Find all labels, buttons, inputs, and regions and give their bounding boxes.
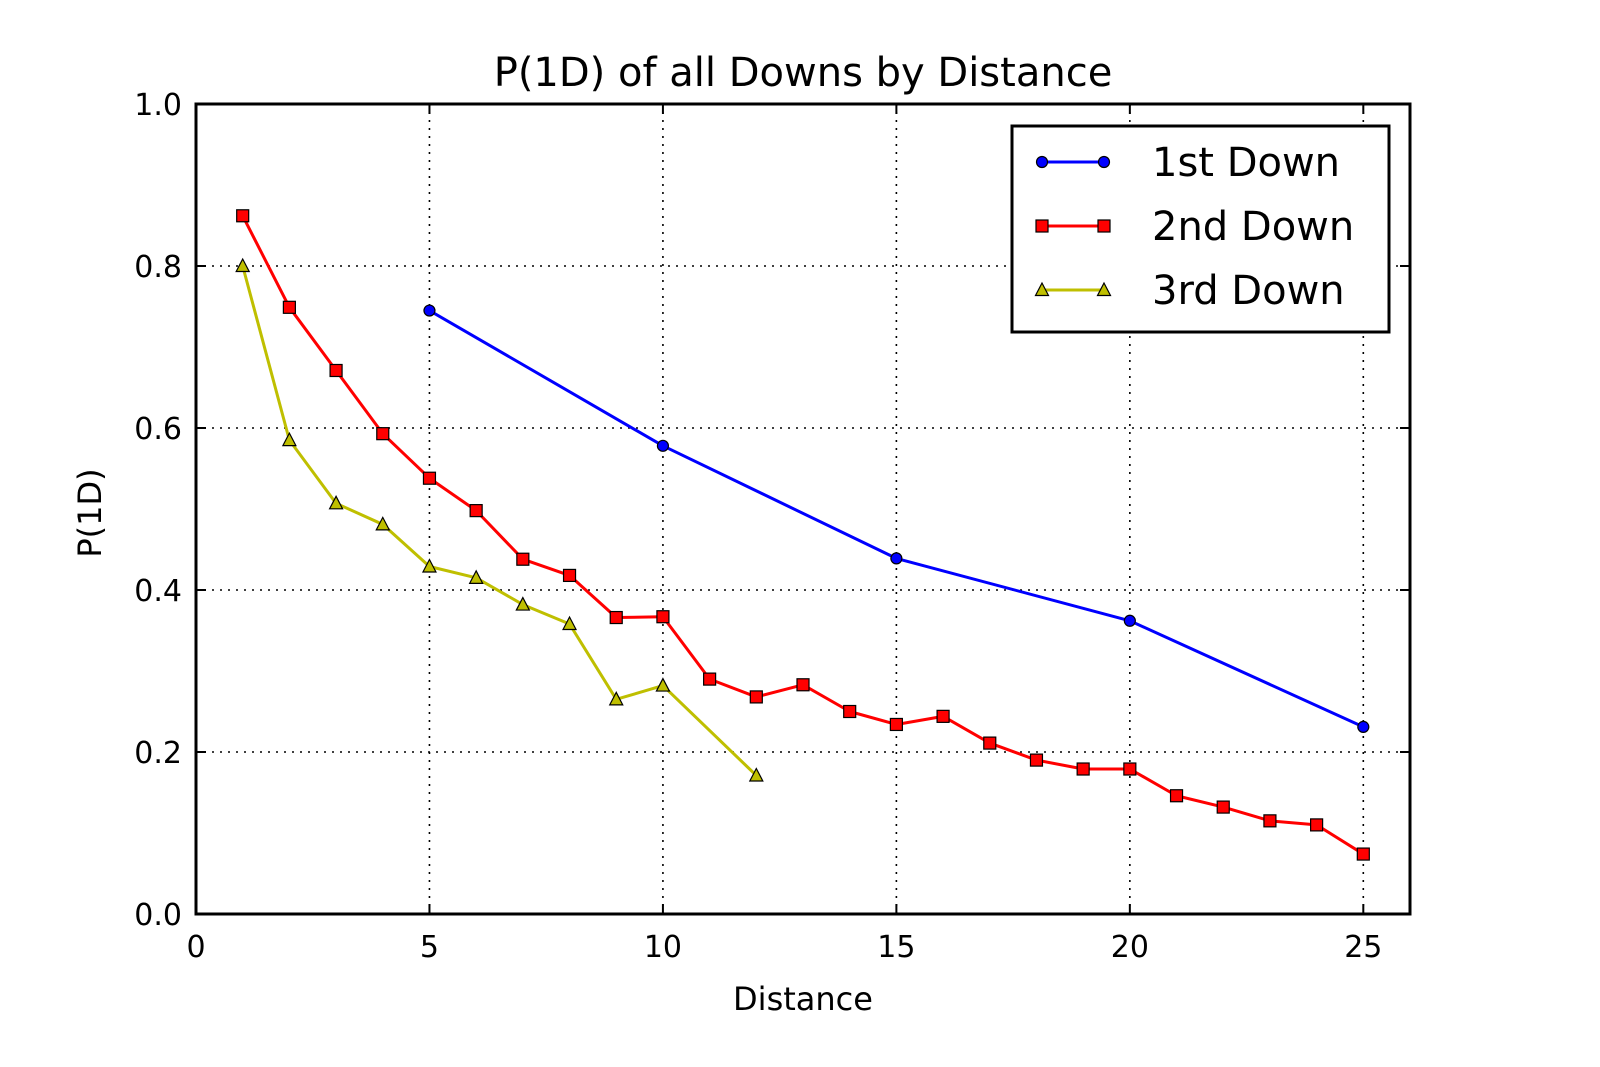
data-point-square [983, 736, 997, 750]
data-point-square [889, 717, 903, 732]
data-point-circle [656, 439, 670, 452]
data-point-triangle [515, 596, 531, 611]
legend-label: 2nd Down [1152, 204, 1354, 250]
legend-label: 1st Down [1152, 140, 1340, 186]
y-tick-label: 0.4 [134, 574, 182, 609]
data-point-square [1310, 818, 1324, 832]
data-point-circle [890, 552, 903, 565]
data-point-square [1076, 762, 1090, 776]
y-tick-label: 1.0 [134, 88, 182, 123]
data-point-circle [1123, 614, 1136, 627]
data-point-square [1123, 762, 1137, 776]
plot-frame [194, 102, 1412, 916]
data-point-square [936, 709, 950, 723]
ticks: 0 5 10 15 20 25 0.0 0.2 0.4 0.6 0.8 1.0 [134, 88, 1410, 965]
legend-marker [1034, 281, 1050, 297]
legend-box [1010, 124, 1391, 334]
chart-title: P(1D) of all Downs by Distance [494, 50, 1113, 96]
series-1 [423, 304, 1370, 733]
legend: 1st Down 2nd Down 3rd Down [1010, 124, 1391, 334]
data-point-square [609, 610, 623, 625]
y-tick-label: 0.0 [134, 898, 182, 933]
legend-marker [1097, 155, 1111, 169]
data-point-triangle [655, 677, 671, 692]
data-point-square [282, 300, 296, 314]
data-point-square [469, 504, 483, 518]
legend-marker [1035, 155, 1049, 169]
data-point-triangle [562, 615, 578, 631]
legend-entry: 2nd Down [1035, 204, 1354, 250]
data-point-circle [1357, 720, 1370, 733]
data-point-square [843, 704, 857, 719]
y-axis-label: P(1D) [71, 468, 109, 557]
x-tick-label: 0 [186, 930, 205, 965]
legend-marker [1097, 219, 1111, 233]
data-point-square [329, 363, 343, 378]
x-tick-label: 15 [877, 930, 915, 965]
data-point-square [422, 471, 437, 485]
data-point-square [236, 209, 250, 223]
series-layer [235, 209, 1370, 861]
data-point-square [376, 427, 390, 441]
y-tick-label: 0.2 [134, 736, 182, 771]
data-point-triangle [235, 257, 251, 273]
data-point-square [749, 690, 763, 704]
data-point-square [703, 672, 717, 686]
data-point-triangle [608, 691, 624, 706]
data-point-triangle [375, 516, 391, 531]
data-point-square [1356, 847, 1370, 861]
series-2 [236, 209, 1370, 861]
legend-marker [1035, 219, 1049, 233]
data-point-square [1029, 753, 1044, 767]
data-point-triangle [748, 767, 764, 782]
x-tick-label: 20 [1111, 930, 1149, 965]
data-point-square [516, 552, 530, 566]
data-point-triangle [468, 569, 484, 584]
x-tick-label: 10 [644, 930, 682, 965]
legend-entry: 1st Down [1035, 140, 1340, 186]
legend-marker [1096, 281, 1112, 297]
data-point-square [1263, 814, 1277, 828]
data-point-triangle [421, 558, 437, 573]
legend-label: 3rd Down [1152, 268, 1345, 314]
data-point-square [1169, 789, 1184, 803]
x-tick-label: 5 [420, 930, 439, 965]
data-point-square [656, 610, 670, 624]
series-3 [235, 257, 764, 782]
legend-entry: 3rd Down [1034, 268, 1345, 314]
data-point-triangle [328, 495, 344, 510]
data-point-circle [423, 304, 436, 317]
data-point-square [1216, 800, 1230, 814]
x-axis-label: Distance [733, 980, 873, 1018]
data-point-square [562, 568, 577, 583]
x-tick-label: 25 [1344, 930, 1382, 965]
data-point-square [796, 678, 810, 692]
y-tick-label: 0.6 [134, 412, 182, 447]
data-point-triangle [281, 431, 297, 447]
y-tick-label: 0.8 [134, 250, 182, 285]
